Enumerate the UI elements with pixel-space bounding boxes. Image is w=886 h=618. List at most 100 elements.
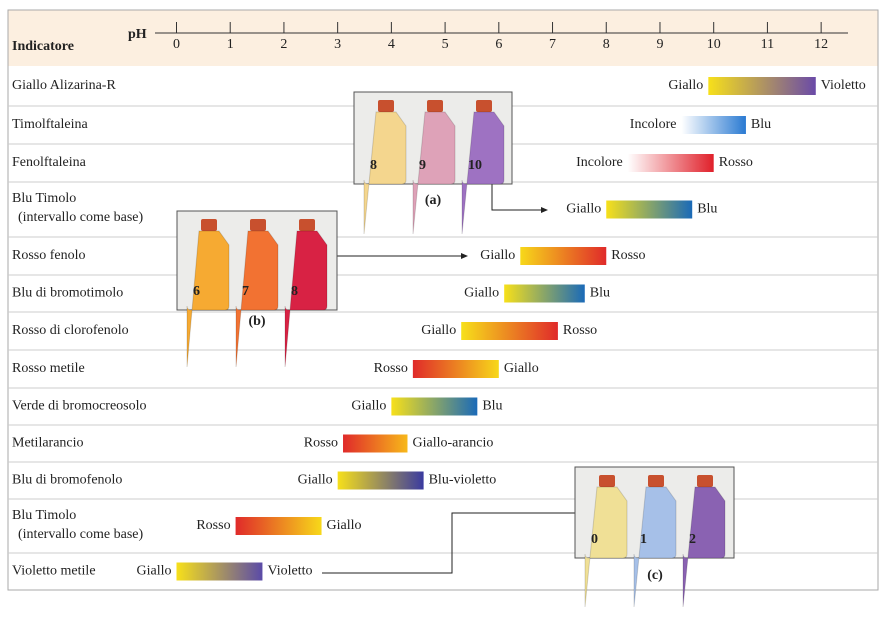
- low-color-label: Rosso: [196, 518, 230, 533]
- range-bar: [343, 434, 408, 453]
- range-bar: [176, 562, 263, 581]
- indicator-name: Violetto metile: [12, 564, 96, 579]
- range-bar: [235, 517, 322, 535]
- high-color-label: Blu-violetto: [429, 473, 497, 488]
- high-color-label: Violetto: [267, 564, 312, 579]
- bottle-label: 9: [419, 158, 426, 173]
- bottle-cap: [299, 219, 315, 231]
- x-tick-label: 7: [549, 37, 556, 52]
- x-tick-label: 5: [442, 37, 449, 52]
- low-color-label: Rosso: [374, 361, 408, 376]
- high-color-label: Blu: [751, 117, 771, 132]
- high-color-label: Violetto: [821, 78, 866, 93]
- x-tick-label: 6: [495, 37, 502, 52]
- x-tick-label: 3: [334, 37, 341, 52]
- indicator-name: Metilarancio: [12, 436, 84, 451]
- bottle-label: 6: [193, 284, 200, 299]
- low-color-label: Giallo: [566, 202, 601, 217]
- range-bar: [412, 360, 499, 378]
- bottle: [186, 230, 230, 368]
- bottle-cap: [378, 100, 394, 112]
- high-color-label: Giallo: [327, 518, 362, 533]
- x-tick-label: 12: [814, 37, 828, 52]
- range-bar: [681, 116, 746, 134]
- category-label: Indicatore: [12, 39, 74, 54]
- indicator-name: Rosso metile: [12, 361, 85, 376]
- x-tick-label: 2: [280, 37, 287, 52]
- bottle: [633, 486, 677, 608]
- high-color-label: Blu: [482, 399, 502, 414]
- bottle: [584, 486, 628, 608]
- low-color-label: Giallo: [298, 473, 333, 488]
- photo-caption: (c): [647, 568, 663, 583]
- range-bar: [504, 284, 585, 303]
- bottle-cap: [201, 219, 217, 231]
- photo-caption: (b): [248, 314, 265, 329]
- indicator-name: Blu di bromotimolo: [12, 286, 123, 301]
- bottle: [363, 111, 407, 235]
- bottle-cap: [599, 475, 615, 487]
- bottle-cap: [697, 475, 713, 487]
- bottle-label: 8: [370, 158, 377, 173]
- indicator-name: Fenolftaleina: [12, 155, 87, 170]
- x-tick-label: 9: [656, 37, 663, 52]
- high-color-label: Rosso: [563, 323, 597, 338]
- bottle-label: 10: [468, 158, 482, 173]
- low-color-label: Giallo: [351, 399, 386, 414]
- low-color-label: Giallo: [421, 323, 456, 338]
- bottle-cap: [648, 475, 664, 487]
- bottle-label: 2: [689, 532, 696, 547]
- range-bar: [520, 247, 607, 265]
- photo-caption: (a): [425, 193, 442, 208]
- high-color-label: Rosso: [611, 248, 645, 263]
- x-tick-label: 4: [388, 37, 395, 52]
- range-bar: [606, 200, 693, 219]
- range-bar: [391, 397, 478, 416]
- indicator-name: Giallo Alizarina-R: [12, 78, 116, 93]
- low-color-label: Giallo: [136, 564, 171, 579]
- indicator-name: Blu Timolo: [12, 191, 76, 206]
- high-color-label: Rosso: [719, 155, 753, 170]
- indicator-name: Timolftaleina: [12, 117, 88, 132]
- x-tick-label: 1: [227, 37, 234, 52]
- bottle-label: 0: [591, 532, 598, 547]
- low-color-label: Giallo: [464, 286, 499, 301]
- high-color-label: Blu: [697, 202, 717, 217]
- x-tick-label: 11: [761, 37, 774, 52]
- connector: [491, 184, 546, 211]
- range-bar: [708, 77, 816, 95]
- high-color-label: Giallo: [504, 361, 539, 376]
- indicator-name: (intervallo come base): [18, 527, 144, 542]
- low-color-label: Rosso: [304, 436, 338, 451]
- low-color-label: Giallo: [668, 78, 703, 93]
- x-tick-label: 10: [707, 37, 721, 52]
- indicator-name: Rosso di clorofenolo: [12, 323, 129, 338]
- bottle-label: 7: [242, 284, 249, 299]
- range-bar: [461, 322, 558, 340]
- indicator-name: Blu Timolo: [12, 508, 76, 523]
- bottle-label: 1: [640, 532, 647, 547]
- bottle-label: 8: [291, 284, 298, 299]
- arrow-head: [541, 207, 548, 213]
- connector: [322, 512, 575, 574]
- header-band: [8, 10, 878, 66]
- bottle: [412, 111, 456, 235]
- high-color-label: Giallo-arancio: [412, 436, 493, 451]
- low-color-label: Incolore: [576, 155, 623, 170]
- x-label: pH: [128, 27, 147, 42]
- bottle-cap: [427, 100, 443, 112]
- high-color-label: Blu: [590, 286, 610, 301]
- bottle-cap: [250, 219, 266, 231]
- range-bar: [337, 471, 424, 490]
- range-bar: [627, 154, 714, 172]
- indicator-name: (intervallo come base): [18, 210, 144, 225]
- indicator-name: Rosso fenolo: [12, 248, 86, 263]
- table-border: [7, 9, 879, 591]
- bottle: [461, 111, 505, 235]
- indicator-name: Blu di bromofenolo: [12, 473, 122, 488]
- x-tick-label: 0: [173, 37, 180, 52]
- low-color-label: Incolore: [630, 117, 677, 132]
- x-tick-label: 8: [603, 37, 610, 52]
- bottle: [284, 230, 328, 368]
